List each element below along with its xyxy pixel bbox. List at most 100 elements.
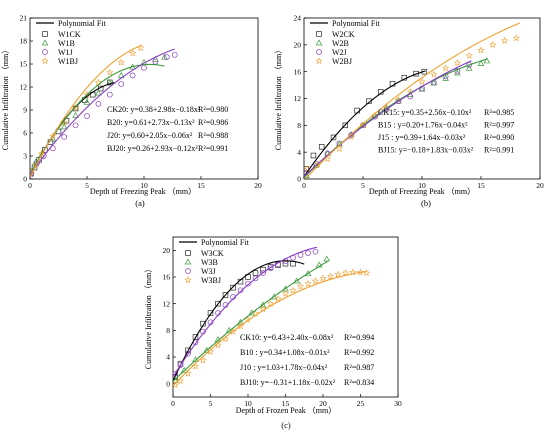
data-point: [341, 269, 350, 277]
data-point: [230, 284, 236, 291]
y-tick-label: 9: [23, 106, 27, 115]
x-tick-label: 25: [357, 399, 365, 408]
y-tick-label: 18: [20, 37, 28, 46]
legend-label: W1B: [58, 39, 75, 48]
data-point: [60, 123, 68, 130]
fit-equation: B15 : y=0.20+1.76x−0.04x²: [378, 121, 468, 130]
fit-curve-line: [30, 48, 175, 175]
x-tick-label: 15: [197, 181, 205, 190]
data-point: [270, 293, 278, 300]
x-tick-label: 10: [244, 399, 252, 408]
data-point: [207, 310, 214, 316]
data-point: [356, 268, 365, 276]
data-point: [229, 327, 237, 335]
legend-label: W1J: [58, 48, 73, 57]
legend-label: W1CK: [58, 30, 81, 39]
legend-marker: [41, 57, 49, 65]
data-point: [500, 36, 509, 44]
legend-marker: [185, 268, 191, 274]
data-point: [71, 103, 80, 111]
y-tick-label: 12: [20, 83, 28, 92]
x-tick-label: 10: [140, 181, 148, 190]
fit-equation: CK10: y=0.43+2.40x−0.08x²: [240, 333, 334, 342]
fit-r2: R²=0.991: [198, 144, 228, 153]
data-point: [83, 98, 91, 105]
y-tick-label: 0: [297, 175, 301, 184]
data-point: [95, 101, 102, 107]
data-point: [259, 301, 267, 308]
plot-area: [173, 246, 371, 389]
data-point: [289, 286, 297, 294]
data-point: [106, 91, 113, 98]
data-point: [245, 280, 251, 287]
legend-marker: [315, 57, 323, 65]
x-tick-label: 20: [536, 181, 544, 190]
data-point: [323, 255, 331, 262]
y-tick-label: 0: [23, 175, 27, 184]
fit-r2: R²=0.985: [484, 108, 514, 117]
data-point: [311, 277, 320, 285]
fit-curve-line: [304, 58, 488, 179]
data-point: [315, 261, 323, 268]
data-point: [453, 59, 462, 67]
data-point: [95, 89, 102, 96]
series-w1ck: [30, 79, 113, 176]
y-tick-label: 20: [294, 40, 302, 49]
data-point: [342, 122, 349, 129]
data-point: [237, 318, 244, 325]
series-w2b: [304, 57, 491, 178]
data-point: [334, 270, 342, 278]
data-point: [61, 133, 68, 140]
x-tick-label: 20: [254, 181, 262, 190]
data-point: [221, 335, 230, 343]
data-point: [466, 62, 473, 68]
data-point: [252, 270, 259, 276]
x-axis-title: Depth of Freezing Peak （mm）: [369, 187, 475, 196]
fit-r2: R²=0.990: [484, 133, 514, 142]
x-tick-label: 5: [209, 399, 213, 408]
data-point: [319, 274, 327, 282]
x-tick-label: 5: [361, 181, 365, 190]
data-point: [177, 362, 184, 368]
data-point: [171, 51, 178, 58]
data-point: [293, 277, 301, 284]
legend-marker: [184, 258, 192, 265]
x-tick-label: 0: [171, 399, 175, 408]
legend-marker: [315, 39, 323, 46]
legend-label: W2B: [332, 39, 349, 48]
y-tick-label: 8: [297, 121, 301, 130]
plot-area: [30, 44, 178, 178]
legend-fit-label: Polynomial Fit: [332, 19, 381, 28]
fit-r2: R²=0.980: [198, 105, 228, 114]
x-tick-label: 10: [418, 181, 426, 190]
legend-label: W2BJ: [332, 57, 352, 66]
data-point: [395, 98, 402, 105]
data-point: [304, 279, 312, 287]
y-tick-label: 21: [20, 14, 28, 23]
x-axis-title: Depth of Frozen Peak （mm）: [236, 406, 336, 415]
legend-label: W1BJ: [58, 57, 78, 66]
fit-curve-line: [173, 260, 328, 382]
data-point: [430, 70, 438, 78]
fit-curve-line: [30, 44, 142, 178]
y-tick-label: 3: [23, 152, 27, 161]
legend-fit-label: Polynomial Fit: [58, 19, 107, 28]
legend-marker: [316, 49, 322, 55]
y-tick-label: 6: [23, 129, 27, 138]
data-point: [191, 362, 200, 370]
data-point: [222, 292, 229, 298]
data-point: [281, 289, 290, 297]
data-point: [442, 74, 449, 81]
y-tick-label: 0: [166, 379, 170, 388]
legend-label: W2J: [332, 48, 347, 57]
data-point: [305, 250, 311, 256]
x-tick-label: 0: [28, 181, 32, 190]
y-tick-label: 4: [166, 353, 170, 362]
series-w3j: [173, 248, 319, 377]
fit-curve-line: [30, 82, 115, 177]
data-point: [465, 64, 473, 71]
